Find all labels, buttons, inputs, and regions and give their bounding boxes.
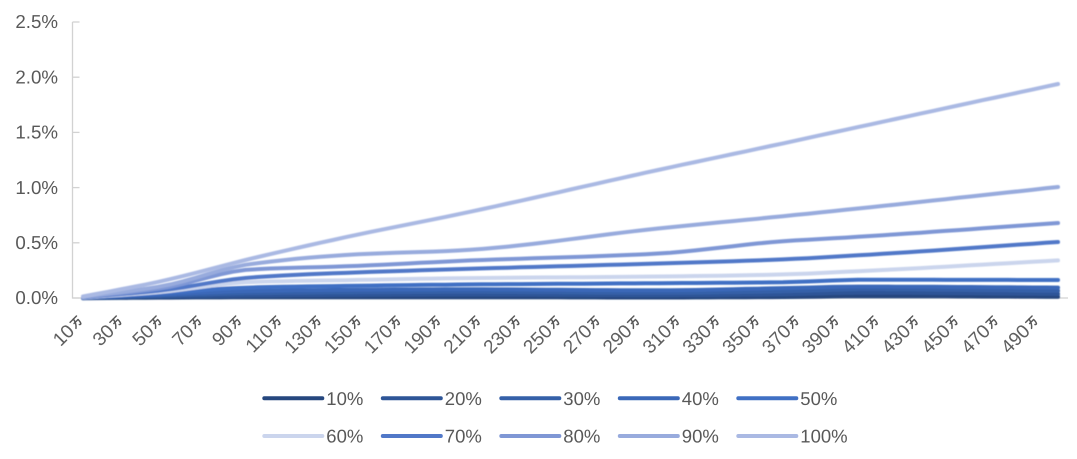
svg-text:0.5%: 0.5%	[15, 232, 58, 253]
svg-text:80%: 80%	[563, 426, 600, 447]
svg-text:50%: 50%	[800, 388, 837, 409]
svg-text:1.5%: 1.5%	[15, 122, 58, 143]
svg-text:2.0%: 2.0%	[15, 66, 58, 87]
svg-text:0.0%: 0.0%	[15, 287, 58, 308]
svg-text:60%: 60%	[326, 426, 363, 447]
svg-text:2.5%: 2.5%	[15, 11, 58, 32]
svg-text:90%: 90%	[682, 426, 719, 447]
svg-text:100%: 100%	[800, 426, 847, 447]
svg-text:30%: 30%	[563, 388, 600, 409]
svg-text:10%: 10%	[326, 388, 363, 409]
svg-text:70%: 70%	[445, 426, 482, 447]
svg-text:1.0%: 1.0%	[15, 177, 58, 198]
svg-text:20%: 20%	[445, 388, 482, 409]
svg-text:40%: 40%	[682, 388, 719, 409]
